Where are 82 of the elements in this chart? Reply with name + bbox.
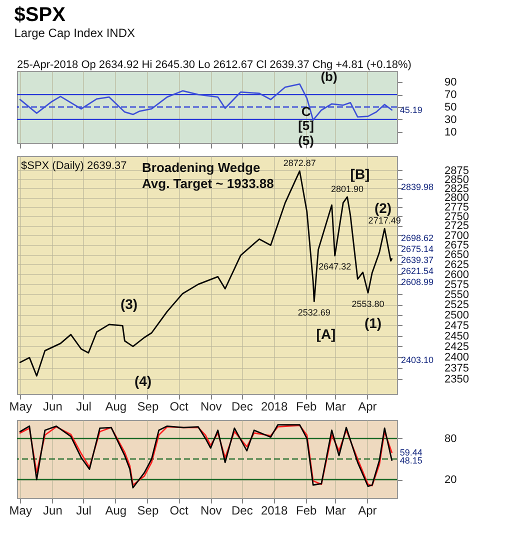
annotation: (2): [374, 200, 392, 216]
x-tick-label: Oct: [170, 400, 190, 414]
chart-subtitle: Large Cap Index INDX: [14, 26, 135, 40]
text: 2403.10: [401, 355, 434, 365]
y-tick-label: 2700: [444, 230, 469, 242]
y-tick-label: 2525: [444, 299, 469, 312]
y-tick-label: 2775: [444, 201, 469, 214]
y-tick-label: 20: [444, 474, 457, 486]
text: 2608.99: [401, 277, 434, 287]
annotation: [A]: [316, 326, 336, 342]
annotation: (b): [320, 69, 338, 84]
annotation: 2801.90: [331, 184, 364, 194]
x-tick-label: Jul: [76, 400, 92, 414]
y-tick-label: 2475: [444, 320, 469, 332]
y-tick-label: 2625: [444, 258, 469, 271]
x-tick-label: Mar: [325, 504, 346, 518]
annotation: 45.19: [400, 104, 422, 115]
annotation: 2717.49: [368, 216, 401, 226]
x-tick-label: Sep: [137, 504, 159, 518]
x-tick-label: Nov: [200, 400, 222, 414]
annotation: 2532.69: [298, 307, 330, 318]
x-tick-label: Nov: [200, 504, 222, 518]
text: 2639.37: [401, 255, 434, 265]
x-tick-label: Mar: [325, 400, 346, 414]
x-tick-label: Jun: [43, 400, 62, 414]
x-tick-label: May: [9, 400, 32, 414]
annotation: (1): [364, 315, 382, 331]
y-tick-label: 2725: [444, 220, 469, 232]
y-tick-label: 70: [444, 89, 457, 102]
annotation: Avg. Target ~ 1933.88: [142, 176, 274, 191]
annotation: 2872.87: [283, 158, 316, 168]
y-tick-label: 2600: [444, 268, 469, 281]
x-tick-label: 2018: [260, 504, 288, 518]
x-tick-label: Aug: [105, 400, 127, 414]
y-tick-label: 2425: [444, 340, 469, 353]
text: 25-Apr-2018 Op 2634.92 Hi 2645.30 Lo 2612.67 Cl 2639.37 Chg +4.81 (+0.18%): [17, 59, 412, 71]
x-tick-label: Feb: [296, 400, 318, 414]
y-tick-label: 2550: [444, 288, 469, 301]
y-tick-label: 10: [444, 126, 457, 138]
x-tick-label: Jul: [76, 504, 92, 518]
text: 2675.14: [401, 244, 434, 254]
y-tick-label: 2450: [444, 330, 469, 342]
y-tick-label: 90: [444, 76, 457, 89]
y-tick-label: 2500: [444, 309, 469, 322]
annotation: 2647.32: [318, 262, 352, 272]
annotation: Broadening Wedge: [142, 160, 260, 175]
x-tick-label: Jun: [43, 504, 62, 518]
text: 2698.62: [401, 233, 434, 243]
annotation: C: [301, 104, 312, 119]
x-tick-label: Feb: [296, 504, 318, 518]
y-tick-label: 2400: [444, 352, 469, 364]
chart-title: $SPX: [14, 4, 66, 26]
y-tick-label: 2675: [444, 239, 469, 252]
x-tick-label: Sep: [137, 400, 159, 414]
x-tick-label: Dec: [232, 400, 253, 414]
x-tick-label: Apr: [358, 400, 377, 414]
y-tick-label: 50: [444, 102, 457, 114]
annotation: [5]: [298, 118, 314, 133]
y-tick-label: 2350: [444, 373, 469, 386]
text: 2621.54: [401, 266, 434, 276]
y-tick-label: 2650: [444, 249, 469, 262]
y-tick-label: 30: [444, 114, 457, 126]
x-tick-label: Oct: [170, 504, 190, 518]
x-tick-label: 2018: [260, 400, 288, 414]
y-tick-label: 2825: [444, 182, 469, 195]
x-tick-label: Dec: [232, 504, 253, 518]
y-tick-label: 2575: [444, 278, 469, 291]
annotation: [B]: [350, 166, 370, 182]
annotation: (4): [134, 373, 152, 389]
text: 2839.98: [401, 182, 434, 192]
x-tick-label: Apr: [358, 504, 377, 518]
x-tick-label: Aug: [105, 504, 127, 518]
annotation: 59.44: [400, 448, 422, 458]
annotation: $SPX (Daily) 2639.37: [21, 160, 127, 172]
annotation: 48.15: [400, 455, 422, 466]
annotation: 2553.80: [352, 298, 384, 309]
annotation: (5): [298, 133, 314, 148]
line-series: [19, 83, 393, 121]
y-tick-label: 80: [444, 432, 457, 445]
y-tick-label: 2375: [444, 362, 469, 374]
annotation: (3): [120, 296, 138, 312]
x-tick-label: May: [9, 504, 32, 518]
